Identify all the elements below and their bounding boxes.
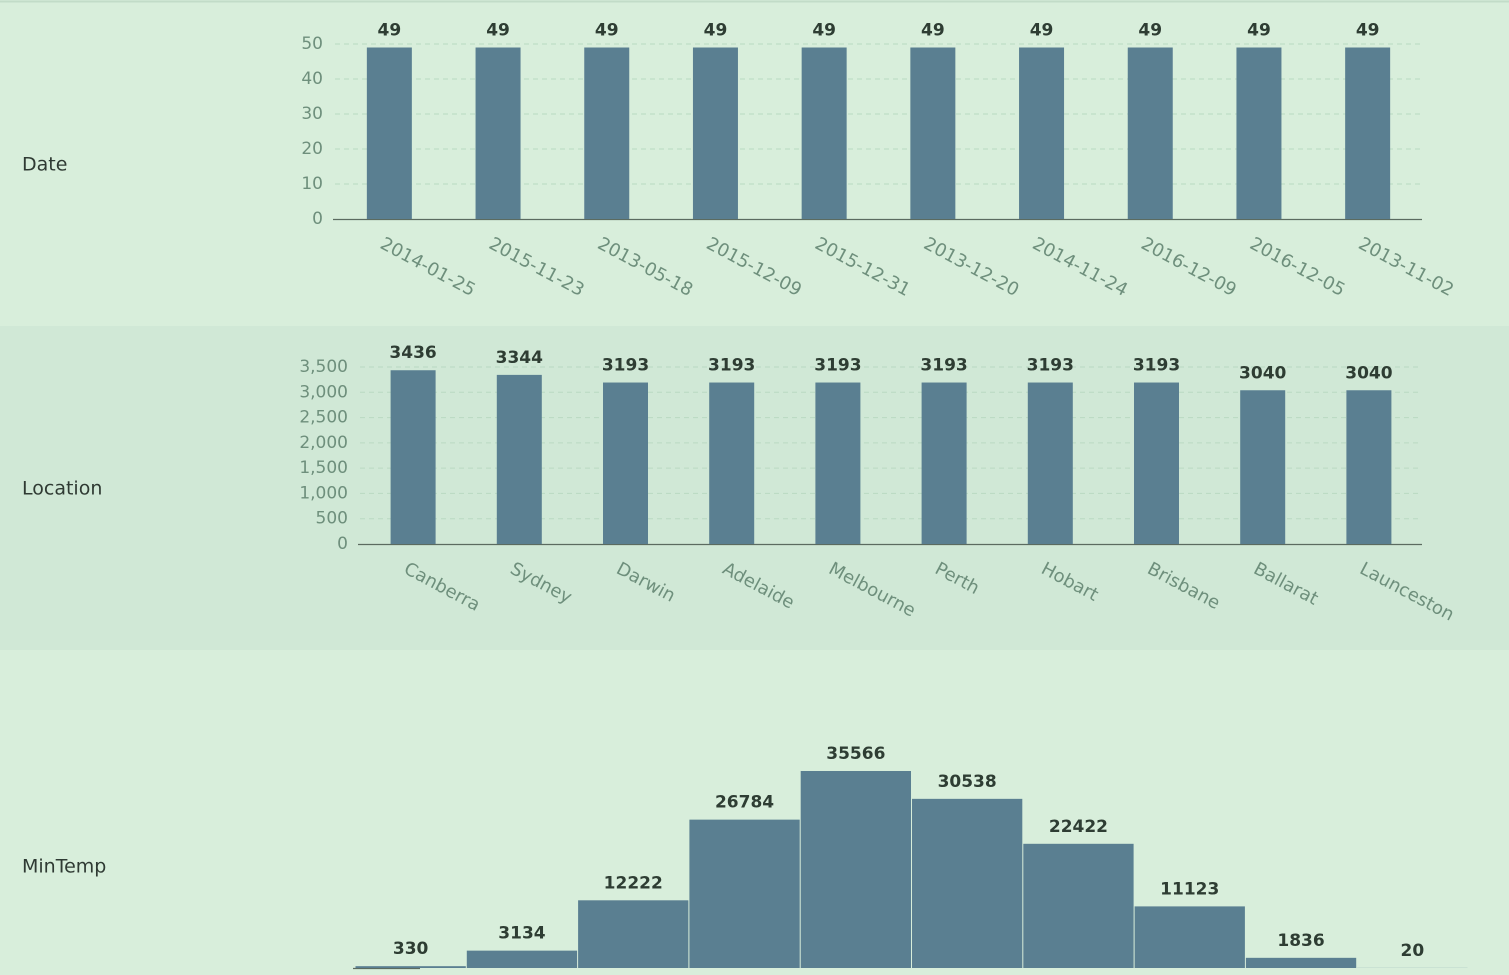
y-tick-label: 0	[337, 534, 348, 554]
y-tick-label: 1,500	[299, 458, 348, 478]
value-label: 49	[921, 21, 945, 41]
value-label: 3436	[389, 343, 436, 363]
histogram-bar	[466, 950, 578, 968]
y-tick-label: 1,000	[299, 483, 348, 503]
row-label: MinTemp	[22, 856, 106, 878]
value-label: 22422	[1049, 817, 1108, 837]
value-label: 3344	[496, 348, 543, 368]
y-tick-label: 500	[316, 509, 348, 529]
histogram-bar	[912, 798, 1023, 968]
y-tick-label: 10	[301, 174, 323, 194]
histogram-bar	[578, 900, 689, 968]
y-tick-label: 50	[301, 34, 323, 54]
value-label: 3040	[1239, 363, 1286, 383]
value-label: 3193	[814, 356, 861, 376]
value-label: 49	[1138, 21, 1162, 41]
value-label: 49	[1247, 21, 1271, 41]
bar	[1027, 382, 1073, 544]
value-label: 49	[1030, 21, 1054, 41]
bar	[709, 382, 755, 544]
y-tick-label: 3,500	[299, 357, 348, 377]
y-tick-label: 2,500	[299, 408, 348, 428]
bar	[584, 47, 630, 219]
histogram-bar	[800, 771, 911, 968]
row-label: Date	[22, 154, 67, 176]
value-label: 3193	[1133, 356, 1180, 376]
histogram-bar	[1134, 906, 1245, 968]
value-label: 49	[595, 21, 619, 41]
value-label: 30538	[938, 772, 997, 792]
bar	[390, 370, 436, 544]
value-label: 330	[393, 939, 429, 959]
value-label: 49	[812, 21, 836, 41]
bar	[921, 382, 967, 544]
value-label: 11123	[1160, 879, 1219, 899]
y-tick-label: 0	[312, 209, 323, 229]
value-label: 49	[486, 21, 510, 41]
bar	[1127, 47, 1173, 219]
bar	[603, 382, 648, 544]
bar	[801, 47, 847, 219]
bar	[366, 47, 412, 219]
bar	[475, 47, 521, 219]
value-label: 3193	[920, 356, 967, 376]
bar	[692, 47, 738, 219]
histogram-bar	[1023, 843, 1134, 968]
bar	[1345, 47, 1391, 219]
histogram-bar	[1245, 957, 1357, 968]
y-tick-label: 3,000	[299, 382, 348, 402]
value-label: 49	[704, 21, 728, 41]
y-tick-label: 30	[301, 104, 323, 124]
bar	[1019, 47, 1065, 219]
histogram-bar	[689, 819, 800, 968]
histogram-bar	[355, 966, 466, 968]
value-label: 49	[1356, 21, 1380, 41]
value-label: 26784	[715, 793, 774, 813]
y-tick-label: 20	[301, 139, 323, 159]
bar	[910, 47, 956, 219]
value-label: 49	[378, 21, 402, 41]
value-label: 3193	[602, 356, 649, 376]
value-label: 3134	[498, 924, 545, 944]
bar	[1134, 382, 1179, 544]
row-label: Location	[22, 478, 102, 500]
bar	[1236, 47, 1282, 219]
y-tick-label: 2,000	[299, 433, 348, 453]
value-label: 3193	[1027, 356, 1074, 376]
value-label: 3193	[708, 356, 755, 376]
value-label: 20	[1401, 941, 1425, 961]
value-label: 35566	[826, 744, 885, 764]
value-label: 12222	[604, 873, 663, 893]
value-label: 1836	[1277, 931, 1324, 951]
bar	[496, 374, 542, 544]
value-label: 3040	[1345, 363, 1392, 383]
bar	[1240, 390, 1286, 544]
y-tick-label: 40	[301, 69, 323, 89]
bar	[1346, 390, 1392, 544]
bar	[815, 382, 861, 544]
